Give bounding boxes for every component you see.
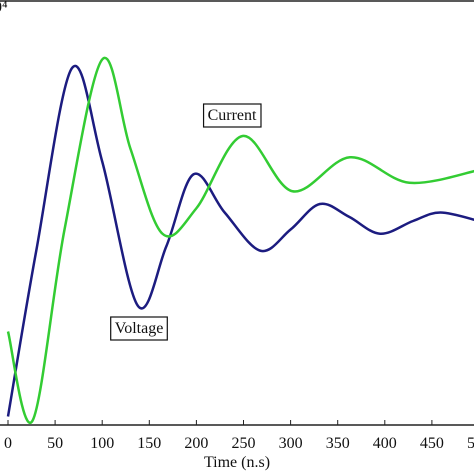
x-tick-label: 0 bbox=[4, 435, 12, 452]
x-tick-label: 250 bbox=[232, 435, 256, 452]
x-axis-label: Time (n.s) bbox=[204, 454, 270, 471]
series-label: Current bbox=[208, 107, 257, 124]
series-label-box bbox=[110, 316, 168, 341]
x-tick-label: 350 bbox=[326, 435, 350, 452]
series-label: Voltage bbox=[115, 320, 164, 337]
x-tick-label: 500 bbox=[467, 435, 474, 452]
x-tick-label: 300 bbox=[279, 435, 303, 452]
series-line bbox=[6, 56, 474, 425]
x-tick-label: 50 bbox=[47, 435, 63, 452]
x-tick-label: 400 bbox=[373, 435, 397, 452]
exponent-label: x10⁴ bbox=[0, 0, 8, 16]
x-tick-label: 200 bbox=[184, 435, 208, 452]
series-label-box bbox=[202, 103, 262, 128]
x-tick-label: 100 bbox=[90, 435, 114, 452]
x-tick-label: 450 bbox=[420, 435, 444, 452]
series-line bbox=[6, 64, 474, 417]
x-tick-label: 150 bbox=[137, 435, 161, 452]
